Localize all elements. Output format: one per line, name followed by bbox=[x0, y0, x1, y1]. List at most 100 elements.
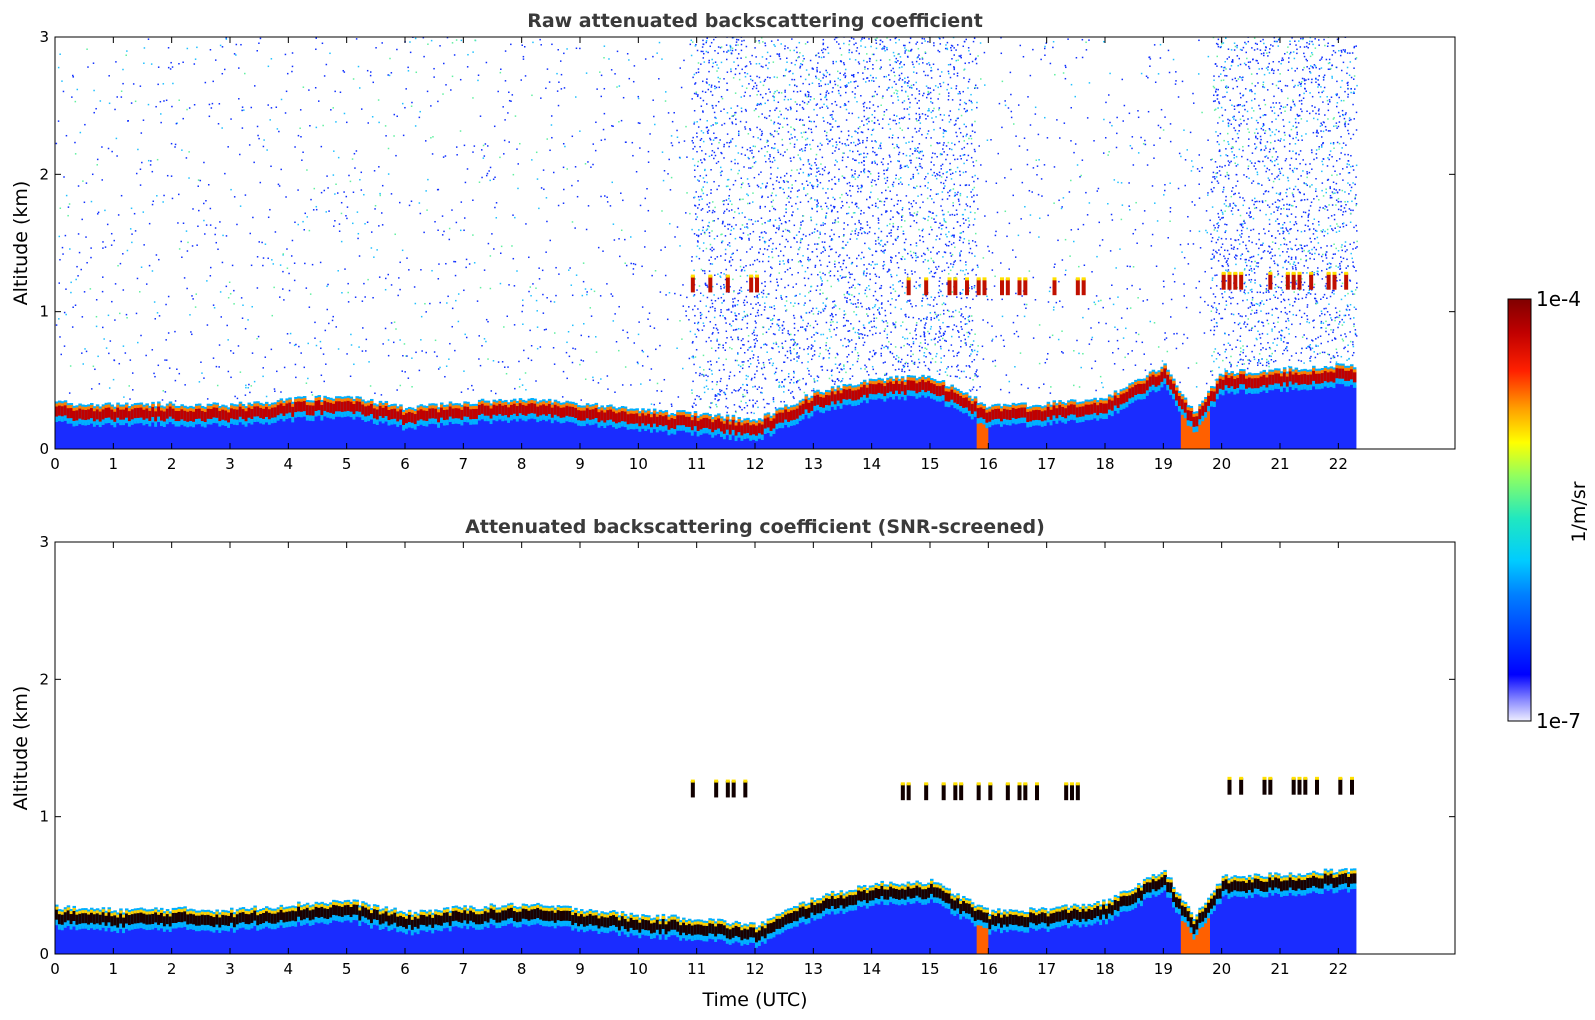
noise-pixel bbox=[759, 248, 761, 250]
noise-pixel bbox=[797, 357, 800, 359]
noise-pixel bbox=[790, 302, 792, 304]
noise-pixel bbox=[876, 309, 879, 311]
noise-pixel bbox=[734, 73, 737, 76]
noise-pixel bbox=[558, 81, 560, 83]
noise-pixel bbox=[579, 47, 581, 50]
noise-pixel bbox=[214, 227, 217, 229]
layer-edge-cell bbox=[78, 405, 82, 409]
noise-pixel bbox=[715, 395, 718, 397]
noise-pixel bbox=[445, 365, 448, 367]
noise-pixel bbox=[726, 112, 729, 114]
noise-pixel bbox=[876, 263, 878, 265]
noise-pixel bbox=[768, 115, 771, 117]
noise-pixel bbox=[293, 279, 296, 282]
aerosol-layer-cell bbox=[130, 422, 135, 449]
noise-pixel bbox=[308, 89, 310, 91]
noise-pixel bbox=[846, 361, 849, 363]
noise-pixel bbox=[749, 357, 752, 360]
noise-pixel bbox=[843, 152, 845, 154]
noise-pixel bbox=[824, 83, 827, 86]
noise-pixel bbox=[125, 313, 128, 316]
noise-pixel bbox=[158, 315, 161, 317]
layer-edge-cell bbox=[539, 402, 543, 406]
noise-pixel bbox=[59, 258, 61, 261]
noise-pixel bbox=[693, 322, 696, 324]
layer-core-cell bbox=[60, 405, 65, 417]
noise-pixel bbox=[781, 324, 784, 327]
noise-pixel bbox=[340, 212, 343, 215]
noise-pixel bbox=[203, 161, 205, 164]
noise-pixel bbox=[497, 32, 499, 34]
layer-core-cell bbox=[868, 382, 873, 394]
noise-pixel bbox=[347, 282, 349, 285]
noise-pixel bbox=[775, 341, 777, 344]
noise-pixel bbox=[399, 261, 401, 264]
noise-pixel bbox=[333, 150, 335, 152]
noise-pixel bbox=[692, 76, 694, 79]
noise-pixel bbox=[238, 98, 240, 100]
noise-pixel bbox=[197, 225, 199, 228]
noise-pixel bbox=[182, 222, 185, 225]
noise-pixel bbox=[650, 403, 653, 405]
layer-core-cell bbox=[629, 412, 634, 424]
noise-pixel bbox=[162, 390, 165, 392]
noise-pixel bbox=[768, 158, 770, 160]
noise-pixel bbox=[708, 336, 710, 339]
noise-pixel bbox=[492, 178, 495, 181]
noise-pixel bbox=[860, 161, 863, 164]
layer-core-cell bbox=[200, 410, 205, 422]
noise-pixel bbox=[778, 385, 780, 387]
noise-pixel bbox=[767, 67, 769, 70]
noise-pixel bbox=[682, 284, 684, 286]
layer-edge-cell bbox=[757, 420, 762, 424]
noise-pixel bbox=[751, 152, 753, 154]
noise-pixel bbox=[742, 338, 744, 340]
noise-pixel bbox=[151, 270, 154, 272]
noise-pixel bbox=[785, 310, 787, 312]
noise-pixel bbox=[242, 304, 244, 306]
noise-pixel bbox=[377, 99, 380, 101]
noise-pixel bbox=[339, 91, 342, 94]
noise-pixel bbox=[752, 307, 754, 309]
noise-pixel bbox=[519, 142, 521, 145]
layer-core-cell bbox=[667, 418, 672, 430]
aerosol-layer-cell bbox=[749, 438, 753, 449]
layer-core-cell bbox=[186, 410, 190, 422]
noise-pixel bbox=[873, 116, 876, 119]
noise-pixel bbox=[696, 95, 699, 98]
noise-pixel bbox=[829, 123, 832, 125]
noise-pixel bbox=[771, 134, 773, 136]
noise-pixel bbox=[350, 344, 353, 346]
noise-pixel bbox=[820, 252, 822, 254]
noise-pixel bbox=[161, 399, 164, 401]
noise-pixel bbox=[843, 74, 845, 76]
noise-pixel bbox=[798, 41, 801, 44]
aerosol-layer-cell bbox=[492, 417, 497, 449]
noise-pixel bbox=[825, 134, 828, 137]
noise-pixel bbox=[756, 94, 758, 96]
layer-core-cell bbox=[197, 407, 202, 419]
noise-pixel bbox=[775, 107, 778, 110]
noise-pixel bbox=[518, 360, 520, 363]
noise-pixel bbox=[94, 368, 96, 371]
noise-pixel bbox=[611, 181, 613, 184]
noise-pixel bbox=[695, 191, 697, 193]
layer-core-cell bbox=[711, 421, 715, 433]
noise-pixel bbox=[755, 322, 757, 324]
noise-pixel bbox=[774, 109, 776, 112]
noise-pixel bbox=[494, 176, 496, 179]
noise-pixel bbox=[720, 285, 722, 288]
noise-pixel bbox=[761, 132, 764, 135]
noise-pixel bbox=[670, 176, 673, 179]
noise-pixel bbox=[693, 402, 695, 405]
noise-pixel bbox=[863, 168, 866, 170]
noise-pixel bbox=[724, 225, 726, 228]
noise-pixel bbox=[795, 294, 797, 297]
noise-pixel bbox=[777, 284, 779, 287]
noise-pixel bbox=[230, 350, 232, 352]
noise-pixel bbox=[793, 381, 795, 384]
noise-pixel bbox=[789, 382, 791, 384]
noise-pixel bbox=[309, 293, 312, 295]
noise-pixel bbox=[871, 326, 873, 328]
noise-pixel bbox=[549, 239, 552, 242]
